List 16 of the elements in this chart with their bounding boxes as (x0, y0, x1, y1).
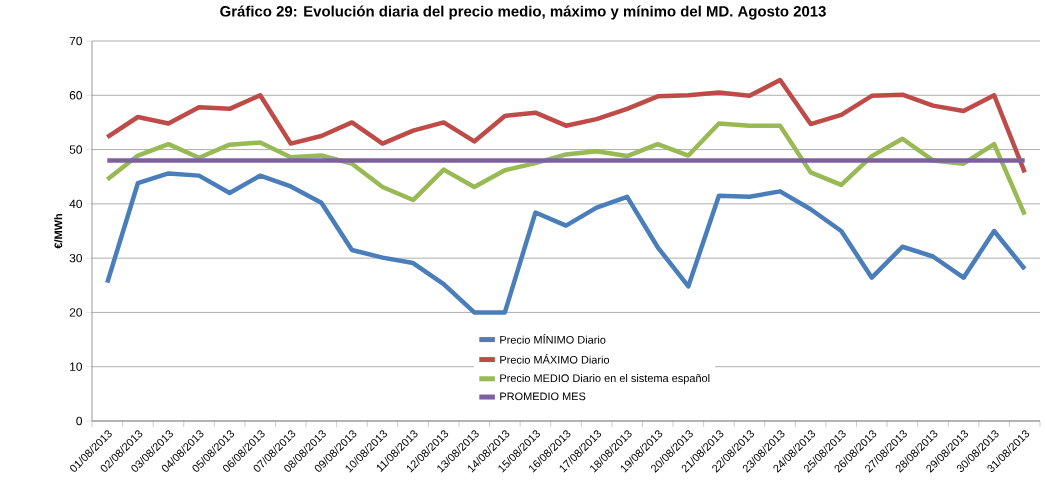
line-series (105, 77, 1027, 175)
y-tick-label: 20 (69, 308, 83, 317)
chart-title: Gráfico 29: Evolución diaria del precio medio, máximo y mínimo del MD. Agosto 2013 (220, 5, 826, 20)
legend-label: Precio MEDIO Diario en el sistema español (500, 374, 710, 385)
y-tick-label: 60 (69, 91, 83, 100)
y-tick-label: 70 (69, 36, 83, 46)
y-tick-label: 0 (76, 416, 83, 426)
y-axis-title: €/MWh (54, 214, 63, 249)
legend-label: Precio MÁXIMO Diario (500, 354, 610, 364)
legend-label: PROMEDIO MES (500, 392, 586, 401)
legend-label: Precio MÍNIMO Diario (500, 334, 606, 344)
y-tick-label: 30 (69, 253, 83, 263)
y-tick-label: 40 (69, 199, 83, 209)
line-series (105, 171, 1027, 315)
y-tick-label: 50 (69, 145, 83, 154)
y-tick-label: 10 (70, 362, 83, 371)
